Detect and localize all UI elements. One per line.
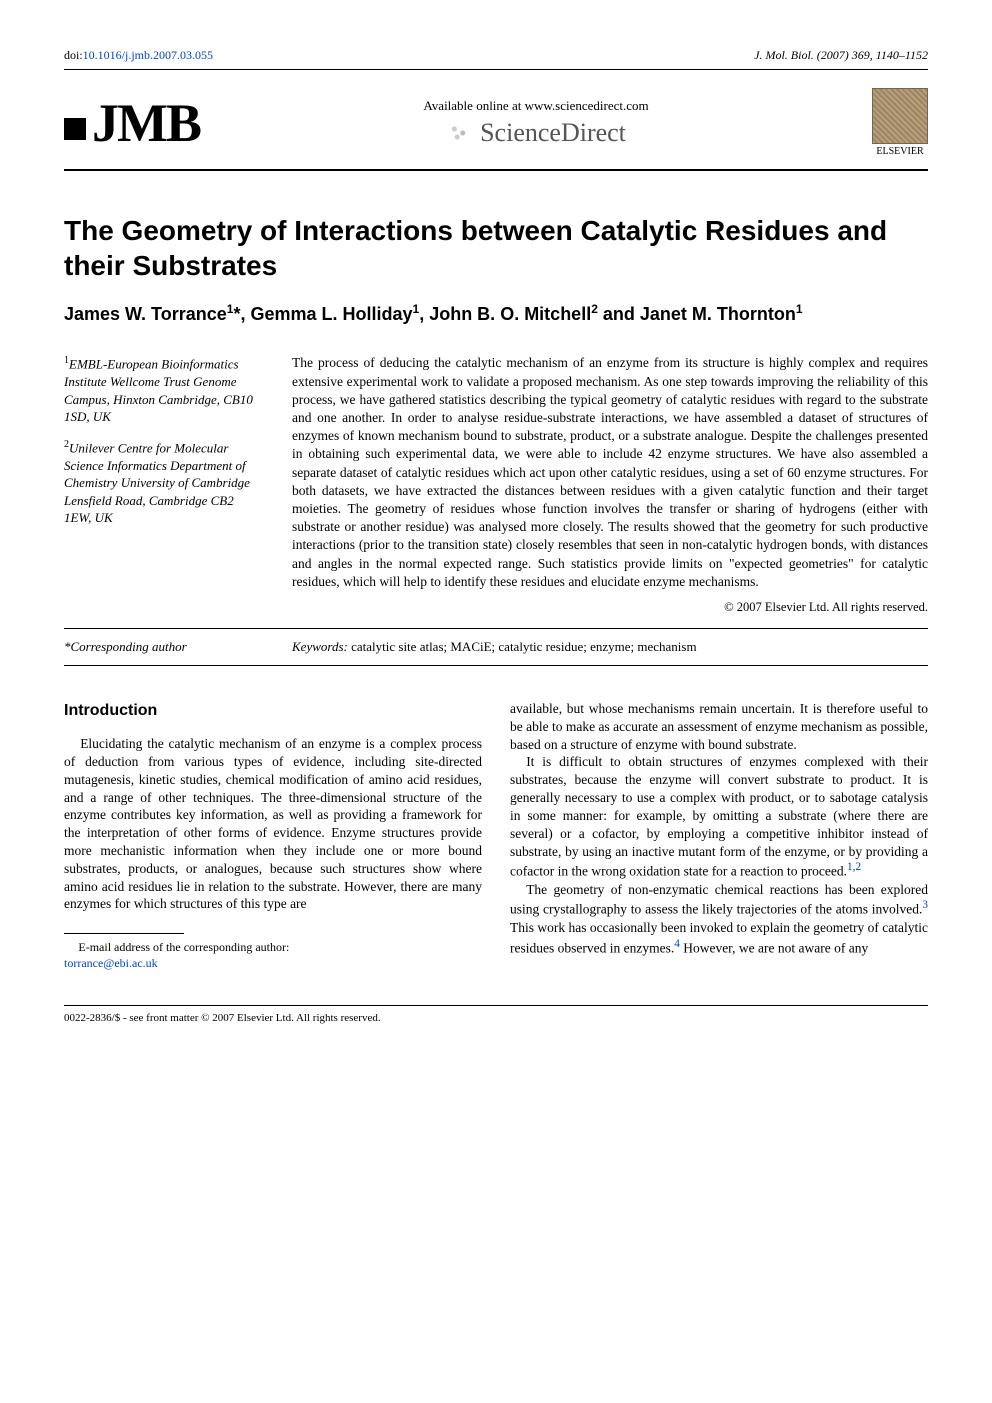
affiliation-1-text: EMBL-European Bioinformatics Institute W…: [64, 357, 253, 425]
body-columns: Introduction Elucidating the catalytic m…: [64, 700, 928, 971]
jmb-logo: JMB: [64, 92, 200, 154]
affiliation-2: 2Unilever Centre for Molecular Science I…: [64, 438, 264, 527]
jmb-logo-text: JMB: [92, 92, 200, 154]
elsevier-text: ELSEVIER: [872, 146, 928, 157]
corresponding-author-label: *Corresponding author: [64, 639, 264, 655]
elsevier-block: ELSEVIER: [872, 88, 928, 157]
header-row: doi:10.1016/j.jmb.2007.03.055 J. Mol. Bi…: [64, 48, 928, 70]
col2-p3-text-a: The geometry of non-enzymatic chemical r…: [510, 882, 928, 917]
reference-link-1-2[interactable]: 1,2: [847, 861, 861, 873]
column-right: available, but whose mechanisms remain u…: [510, 700, 928, 971]
available-online-text: Available online at www.sciencedirect.co…: [423, 98, 648, 114]
sciencedirect-icon: [446, 123, 474, 143]
keywords-row: *Corresponding author Keywords: catalyti…: [64, 639, 928, 666]
meta-abstract-row: 1EMBL-European Bioinformatics Institute …: [64, 354, 928, 629]
keywords-block: Keywords: catalytic site atlas; MACiE; c…: [292, 639, 697, 655]
affiliation-2-text: Unilever Centre for Molecular Science In…: [64, 440, 250, 525]
keywords-text: catalytic site atlas; MACiE; catalytic r…: [348, 639, 697, 654]
col2-p3-text-c: However, we are not aware of any: [680, 940, 868, 955]
footnote-separator: [64, 933, 184, 934]
reference-link-3[interactable]: 3: [922, 899, 928, 911]
abstract-text: The process of deducing the catalytic me…: [292, 354, 928, 591]
intro-paragraph-1: Elucidating the catalytic mechanism of a…: [64, 735, 482, 913]
copyright-line: © 2007 Elsevier Ltd. All rights reserved…: [292, 599, 928, 616]
col2-paragraph-3: The geometry of non-enzymatic chemical r…: [510, 881, 928, 957]
page-footer: 0022-2836/$ - see front matter © 2007 El…: [64, 1005, 928, 1024]
doi-link[interactable]: 10.1016/j.jmb.2007.03.055: [83, 48, 213, 62]
footnote-label: E-mail address of the corresponding auth…: [78, 940, 289, 954]
doi-container: doi:10.1016/j.jmb.2007.03.055: [64, 48, 213, 63]
footnote: E-mail address of the corresponding auth…: [64, 940, 482, 971]
footnote-email-link[interactable]: torrance@ebi.ac.uk: [64, 956, 158, 970]
introduction-heading: Introduction: [64, 700, 482, 721]
keywords-label: Keywords:: [292, 639, 348, 654]
col2-paragraph-1: available, but whose mechanisms remain u…: [510, 700, 928, 753]
authors-line: James W. Torrance1*, Gemma L. Holliday1,…: [64, 301, 928, 326]
col2-p2-text: It is difficult to obtain structures of …: [510, 754, 928, 878]
col2-paragraph-2: It is difficult to obtain structures of …: [510, 753, 928, 880]
doi-prefix: doi:: [64, 48, 83, 62]
banner-center: Available online at www.sciencedirect.co…: [423, 98, 648, 148]
elsevier-tree-icon: [872, 88, 928, 144]
affiliations: 1EMBL-European Bioinformatics Institute …: [64, 354, 264, 616]
journal-reference: J. Mol. Biol. (2007) 369, 1140–1152: [754, 48, 928, 63]
sciencedirect-text: ScienceDirect: [480, 118, 626, 148]
affiliation-1: 1EMBL-European Bioinformatics Institute …: [64, 354, 264, 426]
column-left: Introduction Elucidating the catalytic m…: [64, 700, 482, 971]
sciencedirect-brand: ScienceDirect: [423, 118, 648, 148]
jmb-logo-box-icon: [64, 118, 86, 140]
abstract-block: The process of deducing the catalytic me…: [292, 354, 928, 616]
banner: JMB Available online at www.sciencedirec…: [64, 80, 928, 171]
article-title: The Geometry of Interactions between Cat…: [64, 213, 928, 283]
